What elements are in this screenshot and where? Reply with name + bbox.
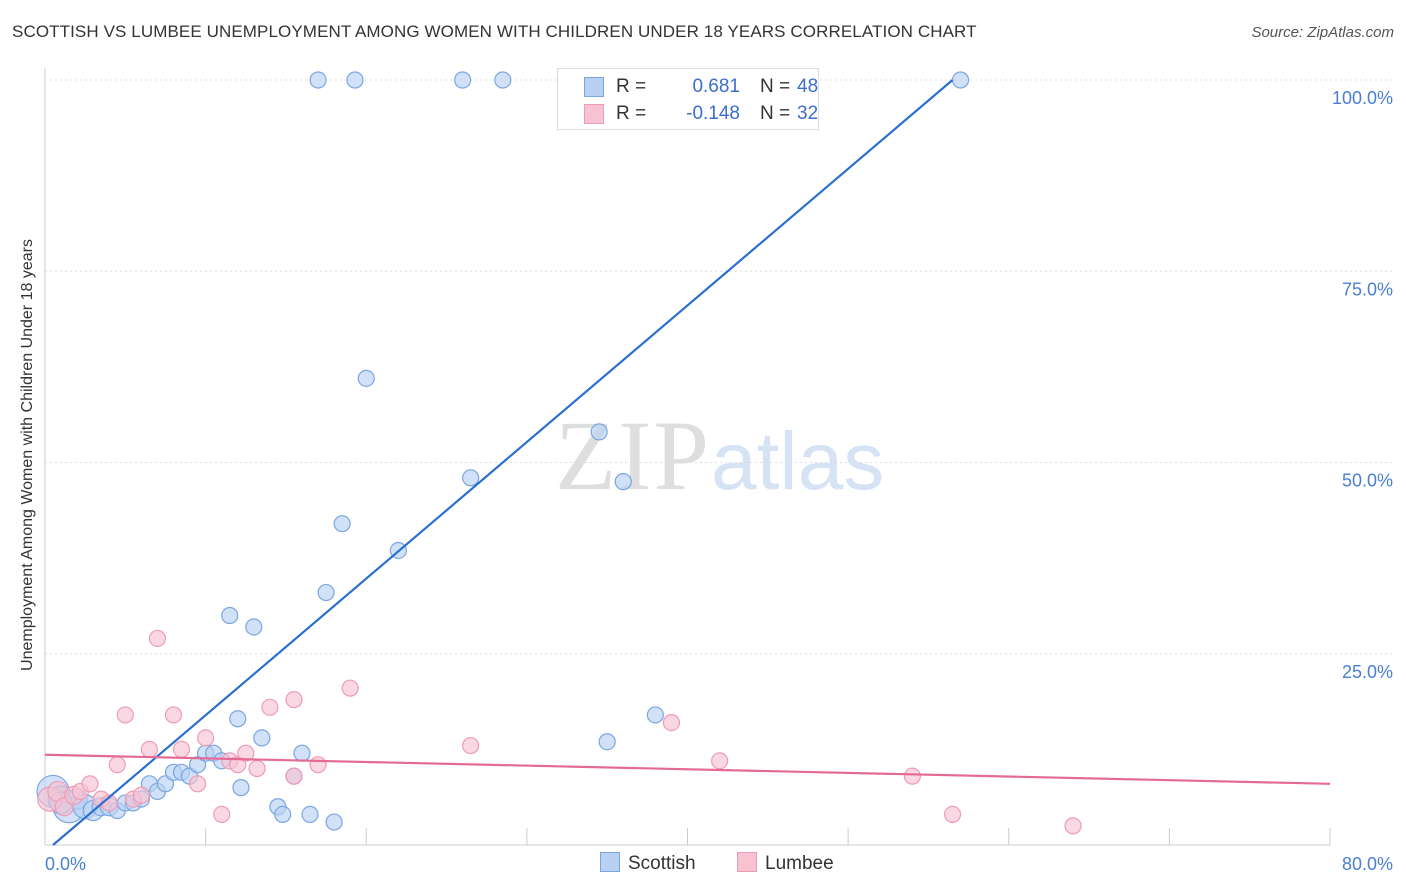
scottish-swatch — [584, 77, 604, 97]
scottish-r-label: R = — [616, 76, 647, 97]
lumbee-point — [164, 706, 183, 724]
lumbee-point — [213, 805, 231, 824]
lumbee-r-value: -0.148 — [686, 103, 740, 124]
lumbee-point — [172, 740, 191, 758]
scottish-point — [245, 618, 263, 636]
lumbee-swatch — [584, 104, 604, 124]
legend-item-lumbee[interactable]: Lumbee — [737, 852, 834, 875]
x-tick-label-max: 80.0% — [1342, 854, 1393, 874]
scottish-point — [614, 473, 632, 491]
scottish-point — [333, 515, 351, 533]
x-tick-label-min: 0.0% — [45, 854, 86, 874]
scottish-r-value: 0.681 — [692, 76, 740, 97]
correlation-legend: R = 0.681 N = 48 R = -0.148 N = 32 — [557, 68, 819, 130]
lumbee-point — [341, 679, 359, 697]
lumbee-r-label: R = — [616, 103, 647, 124]
scottish-point — [309, 71, 327, 89]
scottish-point — [346, 71, 364, 89]
source-credit: Source: ZipAtlas.com — [1251, 24, 1394, 41]
lumbee-point — [711, 752, 729, 770]
scottish-point — [221, 606, 239, 625]
lumbee-legend-swatch — [737, 852, 757, 872]
y-axis-label: Unemployment Among Women with Children U… — [19, 239, 36, 671]
lumbee-point — [140, 740, 159, 758]
y-tick-label: 25.0% — [1342, 662, 1393, 682]
scottish-point — [301, 805, 319, 824]
lumbee-point — [662, 713, 681, 732]
scottish-point — [274, 805, 292, 824]
lumbee-point — [309, 756, 327, 774]
y-tick-label: 100.0% — [1332, 88, 1393, 108]
lumbee-point — [462, 736, 480, 755]
lumbee-point — [148, 629, 167, 648]
lumbee-point — [248, 759, 266, 778]
scottish-point — [293, 744, 311, 762]
scottish-point — [646, 706, 664, 724]
scottish-point — [325, 813, 343, 831]
scottish-point — [462, 469, 480, 487]
scottish-point — [229, 710, 247, 728]
scottish-point — [598, 733, 616, 751]
lumbee-point — [261, 698, 279, 716]
scottish-point — [317, 583, 335, 602]
lumbee-point — [197, 729, 215, 747]
scottish-point — [253, 729, 271, 747]
y-tick-label: 75.0% — [1342, 279, 1393, 299]
scottish-point — [590, 423, 608, 441]
legend-item-scottish[interactable]: Scottish — [600, 852, 696, 875]
scottish-point — [494, 71, 512, 89]
lumbee-n-label: N = — [760, 103, 791, 124]
scottish-legend-label: Scottish — [628, 853, 696, 874]
scottish-point — [357, 369, 375, 387]
scottish-point — [454, 71, 472, 89]
lumbee-point — [237, 744, 255, 762]
scottish-point — [951, 71, 970, 89]
lumbee-point — [1064, 817, 1082, 835]
lumbee-trend-line — [44, 753, 1331, 785]
lumbee-point — [132, 786, 150, 804]
lumbee-point — [903, 767, 921, 785]
chart-title: SCOTTISH VS LUMBEE UNEMPLOYMENT AMONG WO… — [12, 22, 977, 41]
lumbee-point — [108, 756, 126, 774]
lumbee-point — [285, 691, 303, 709]
scottish-point — [232, 779, 250, 797]
scottish-legend-swatch — [600, 852, 620, 872]
lumbee-point — [81, 775, 99, 793]
scottish-trend-line — [52, 79, 954, 846]
lumbee-n-value: 32 — [797, 103, 819, 124]
y-tick-label: 50.0% — [1342, 471, 1393, 491]
scottish-n-label: N = — [760, 76, 791, 97]
lumbee-legend-label: Lumbee — [765, 853, 834, 874]
lumbee-point — [116, 706, 134, 724]
lumbee-point — [943, 805, 962, 824]
lumbee-point — [188, 775, 207, 793]
lumbee-point — [285, 767, 303, 785]
scottish-n-value: 48 — [797, 76, 819, 97]
